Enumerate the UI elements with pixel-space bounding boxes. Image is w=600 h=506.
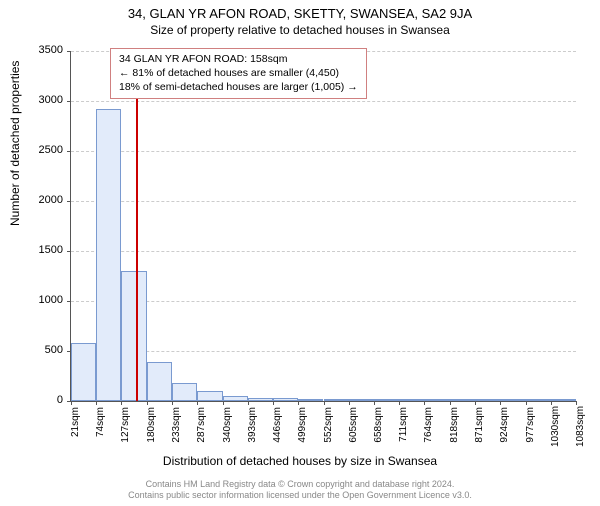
y-tick-label: 1000 [28, 294, 63, 306]
grid-line [71, 251, 576, 252]
x-tick-label: 21sqm [70, 407, 81, 447]
x-tick [71, 401, 72, 405]
x-tick [475, 401, 476, 405]
x-tick [374, 401, 375, 405]
y-tick-label: 2500 [28, 144, 63, 156]
histogram-bar [147, 362, 172, 401]
x-tick [424, 401, 425, 405]
annotation-line: 18% of semi-detached houses are larger (… [119, 80, 358, 94]
x-tick-label: 552sqm [323, 407, 334, 447]
plot-area [70, 51, 576, 402]
y-tick [67, 101, 71, 102]
x-tick [197, 401, 198, 405]
x-tick-label: 180sqm [146, 407, 157, 447]
x-tick [96, 401, 97, 405]
property-marker-line [136, 51, 138, 401]
x-tick-label: 446sqm [272, 407, 283, 447]
x-tick-label: 499sqm [297, 407, 308, 447]
histogram-bar [374, 399, 399, 401]
histogram-bar [197, 391, 222, 401]
x-tick [500, 401, 501, 405]
chart-title: 34, GLAN YR AFON ROAD, SKETTY, SWANSEA, … [0, 6, 600, 21]
histogram-bar [96, 109, 121, 401]
histogram-bar [450, 399, 475, 401]
copyright-text: Contains HM Land Registry data © Crown c… [0, 479, 600, 502]
copyright-line: Contains HM Land Registry data © Crown c… [0, 479, 600, 491]
x-tick-label: 818sqm [449, 407, 460, 447]
y-tick-label: 3000 [28, 94, 63, 106]
y-tick [67, 301, 71, 302]
y-tick [67, 201, 71, 202]
histogram-bar [223, 396, 248, 402]
x-tick [551, 401, 552, 405]
x-tick-label: 233sqm [171, 407, 182, 447]
x-tick-label: 764sqm [423, 407, 434, 447]
x-tick-label: 1030sqm [550, 407, 561, 447]
histogram-bar [500, 399, 525, 401]
x-tick-label: 658sqm [373, 407, 384, 447]
histogram-bar [71, 343, 96, 401]
annotation-line: 34 GLAN YR AFON ROAD: 158sqm [119, 52, 358, 66]
x-tick [248, 401, 249, 405]
histogram-bar [298, 399, 323, 401]
x-tick-label: 1083sqm [575, 407, 586, 447]
y-tick-label: 0 [28, 394, 63, 406]
x-tick-label: 605sqm [348, 407, 359, 447]
y-tick-label: 500 [28, 344, 63, 356]
histogram-bar [551, 399, 576, 401]
x-tick [147, 401, 148, 405]
x-tick [324, 401, 325, 405]
y-tick [67, 51, 71, 52]
x-tick [298, 401, 299, 405]
histogram-bar [273, 398, 298, 402]
copyright-line: Contains public sector information licen… [0, 490, 600, 502]
annotation-line: ← 81% of detached houses are smaller (4,… [119, 66, 358, 80]
x-tick [450, 401, 451, 405]
grid-line [71, 351, 576, 352]
y-tick-label: 3500 [28, 44, 63, 56]
grid-line [71, 301, 576, 302]
grid-line [71, 151, 576, 152]
histogram-bar [424, 399, 450, 401]
grid-line [71, 101, 576, 102]
y-tick [67, 151, 71, 152]
chart-container: 34, GLAN YR AFON ROAD, SKETTY, SWANSEA, … [0, 6, 600, 506]
x-tick-label: 74sqm [95, 407, 106, 447]
histogram-bar [248, 398, 273, 402]
x-tick-label: 977sqm [525, 407, 536, 447]
histogram-bar [324, 399, 349, 401]
y-tick-label: 1500 [28, 244, 63, 256]
x-tick [223, 401, 224, 405]
x-tick-label: 924sqm [499, 407, 510, 447]
x-tick [576, 401, 577, 405]
histogram-bar [399, 399, 424, 401]
histogram-bar [526, 399, 551, 401]
x-tick [399, 401, 400, 405]
grid-line [71, 201, 576, 202]
x-tick-label: 393sqm [247, 407, 258, 447]
histogram-bar [172, 383, 198, 401]
y-tick [67, 251, 71, 252]
x-tick-label: 127sqm [120, 407, 131, 447]
x-tick [172, 401, 173, 405]
y-axis-label: Number of detached properties [8, 61, 22, 226]
x-tick [349, 401, 350, 405]
x-tick-label: 711sqm [398, 407, 409, 447]
x-tick [526, 401, 527, 405]
x-axis-label: Distribution of detached houses by size … [0, 454, 600, 468]
x-tick-label: 340sqm [222, 407, 233, 447]
histogram-bar [349, 399, 374, 401]
histogram-bar [475, 399, 500, 401]
histogram-bar [121, 271, 146, 401]
annotation-box: 34 GLAN YR AFON ROAD: 158sqm ← 81% of de… [110, 48, 367, 99]
chart-subtitle: Size of property relative to detached ho… [0, 23, 600, 37]
x-tick [273, 401, 274, 405]
x-tick-label: 287sqm [196, 407, 207, 447]
x-tick [121, 401, 122, 405]
x-tick-label: 871sqm [474, 407, 485, 447]
y-tick-label: 2000 [28, 194, 63, 206]
